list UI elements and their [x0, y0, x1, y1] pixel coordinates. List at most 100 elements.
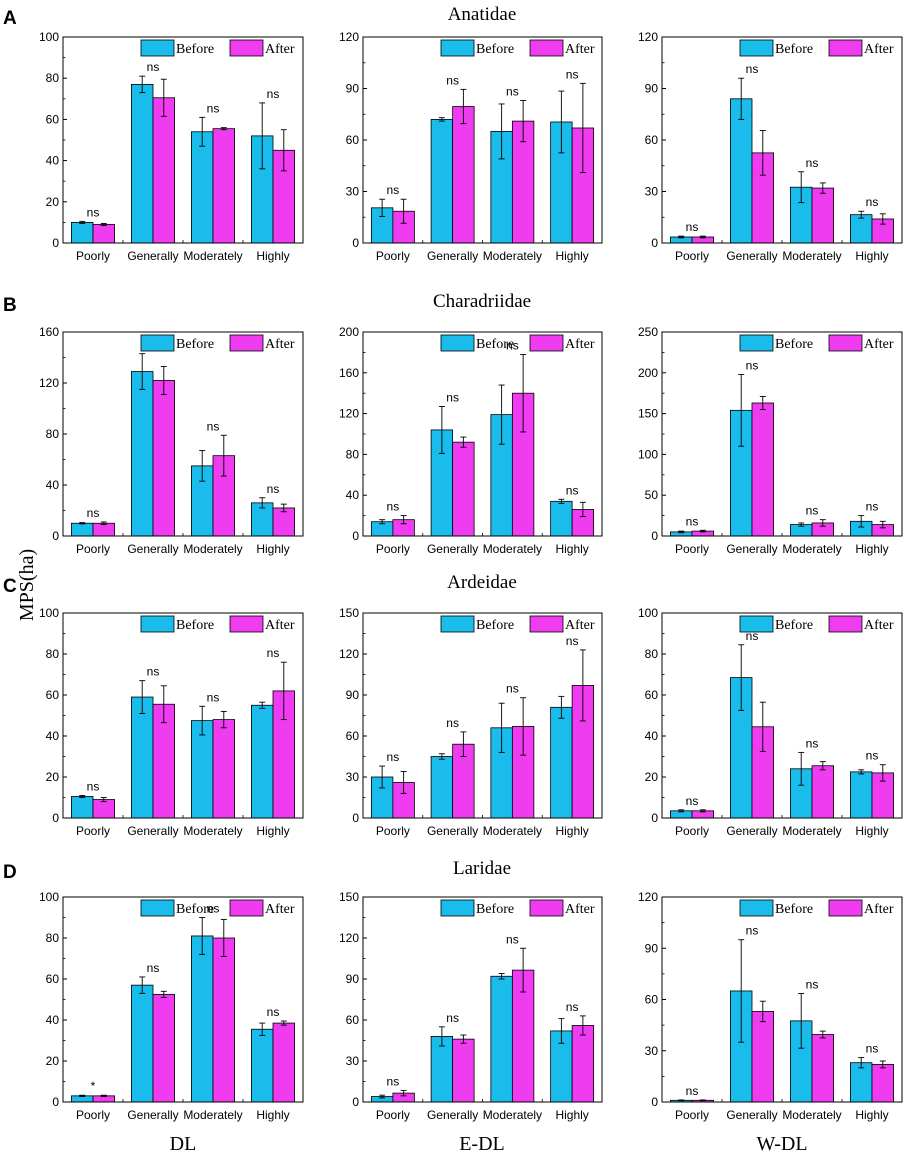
legend-swatch-before	[739, 899, 774, 917]
y-tick-label: 60	[645, 133, 659, 147]
y-tick-label: 120	[39, 376, 59, 390]
y-tick-label: 60	[645, 993, 659, 1007]
legend-swatch-after	[828, 334, 863, 352]
legend-label-after: After	[265, 902, 295, 917]
row-letter-c: C	[3, 576, 17, 597]
y-tick-label: 30	[346, 770, 360, 784]
panel-a-e-dl: ns Poorly ns Generally ns Moderately ns Highly 0…	[339, 30, 603, 263]
significance-label-poorly: ns	[387, 500, 400, 514]
legend-swatch-before	[739, 615, 774, 633]
bar-before-highly	[250, 704, 274, 819]
category-label-highly: Highly	[256, 1108, 289, 1122]
legend-label-after: After	[864, 42, 894, 57]
significance-label-moderately: ns	[207, 690, 220, 704]
significance-label-highly: ns	[267, 1005, 280, 1019]
legend-label-before: Before	[476, 42, 514, 57]
row-titles: Anatidae A Charadriidae B Ardeidae C Laridae D	[3, 4, 531, 883]
significance-label-generally: ns	[147, 60, 160, 74]
legend-label-after: After	[265, 337, 295, 352]
legend-label-after: After	[565, 337, 595, 352]
y-tick-label: 0	[651, 529, 658, 543]
significance-label-generally: ns	[446, 716, 459, 730]
category-label-highly: Highly	[555, 1108, 588, 1122]
significance-label-highly: ns	[267, 482, 280, 496]
y-tick-label: 30	[645, 1044, 659, 1058]
legend-swatch-after	[229, 899, 264, 917]
category-label-highly: Highly	[855, 1108, 888, 1122]
panel-a-dl: ns Poorly ns Generally ns Moderately ns Highly 0…	[39, 30, 304, 263]
bar-before-highly	[850, 214, 873, 244]
category-label-poorly: Poorly	[76, 249, 110, 263]
y-tick-label: 0	[52, 1095, 59, 1109]
y-tick-label: 120	[638, 30, 658, 44]
bar-before-generally	[430, 756, 454, 819]
bar-before-poorly	[71, 796, 94, 819]
y-tick-label: 100	[638, 447, 658, 461]
row-title-anatidae: Anatidae	[448, 4, 517, 25]
legend-swatch-before	[140, 899, 175, 917]
category-label-poorly: Poorly	[675, 824, 709, 838]
category-label-highly: Highly	[555, 542, 588, 556]
y-tick-label: 0	[651, 236, 658, 250]
legend-label-before: Before	[476, 902, 514, 917]
legend-label-after: After	[864, 337, 894, 352]
significance-label-highly: ns	[267, 87, 280, 101]
y-tick-label: 0	[52, 529, 59, 543]
bar-before-generally	[730, 98, 753, 244]
y-tick-label: 40	[46, 729, 60, 743]
category-label-moderately: Moderately	[782, 1108, 841, 1122]
y-tick-label: 250	[638, 325, 658, 339]
significance-label-generally: ns	[446, 73, 459, 87]
y-tick-label: 20	[46, 195, 60, 209]
category-label-generally: Generally	[127, 542, 178, 556]
category-label-moderately: Moderately	[483, 824, 542, 838]
significance-label-highly: ns	[566, 67, 579, 81]
bar-before-moderately	[490, 975, 513, 1103]
y-tick-label: 0	[52, 811, 59, 825]
category-label-moderately: Moderately	[782, 542, 841, 556]
panel-d-e-dl: ns Poorly ns Generally ns Moderately ns Highly 0…	[339, 890, 603, 1122]
category-label-moderately: Moderately	[483, 249, 542, 263]
category-label-poorly: Poorly	[675, 249, 709, 263]
legend-label-after: After	[864, 902, 894, 917]
y-tick-label: 30	[346, 185, 360, 199]
category-label-generally: Generally	[427, 824, 478, 838]
y-tick-label: 80	[346, 447, 360, 461]
y-tick-label: 40	[46, 154, 60, 168]
y-tick-label: 0	[352, 1095, 359, 1109]
category-label-poorly: Poorly	[376, 824, 410, 838]
y-tick-label: 60	[46, 972, 60, 986]
y-tick-label: 80	[46, 647, 60, 661]
significance-label-generally: ns	[746, 62, 759, 76]
legend-label-before: Before	[476, 337, 514, 352]
panel-b-e-dl: ns Poorly ns Generally ns Moderately ns Highly 0…	[339, 325, 603, 556]
y-tick-label: 60	[346, 729, 360, 743]
legend-swatch-before	[440, 39, 475, 57]
bar-after-generally	[452, 1038, 475, 1103]
row-title-charadriidae: Charadriidae	[433, 291, 531, 312]
significance-label-generally: ns	[147, 961, 160, 975]
legend-label-after: After	[864, 618, 894, 633]
y-tick-label: 120	[638, 890, 658, 904]
category-label-moderately: Moderately	[183, 249, 242, 263]
row-title-laridae: Laridae	[453, 858, 511, 879]
legend-label-before: Before	[176, 337, 214, 352]
significance-label-moderately: ns	[207, 902, 220, 916]
y-tick-label: 150	[339, 606, 359, 620]
y-tick-label: 60	[645, 688, 659, 702]
significance-label-moderately: ns	[506, 85, 519, 99]
bar-after-poorly	[92, 522, 116, 537]
legend-label-before: Before	[176, 902, 214, 917]
legend-swatch-before	[440, 615, 475, 633]
category-label-generally: Generally	[127, 249, 178, 263]
category-label-generally: Generally	[427, 1108, 478, 1122]
y-tick-label: 60	[346, 133, 360, 147]
category-label-highly: Highly	[555, 249, 588, 263]
bar-before-generally	[430, 119, 454, 244]
y-tick-label: 60	[46, 688, 60, 702]
category-label-generally: Generally	[726, 1108, 777, 1122]
legend-swatch-after	[828, 899, 863, 917]
bar-after-moderately	[212, 719, 236, 819]
y-tick-label: 60	[346, 1013, 360, 1027]
row-letter-d: D	[3, 862, 17, 883]
